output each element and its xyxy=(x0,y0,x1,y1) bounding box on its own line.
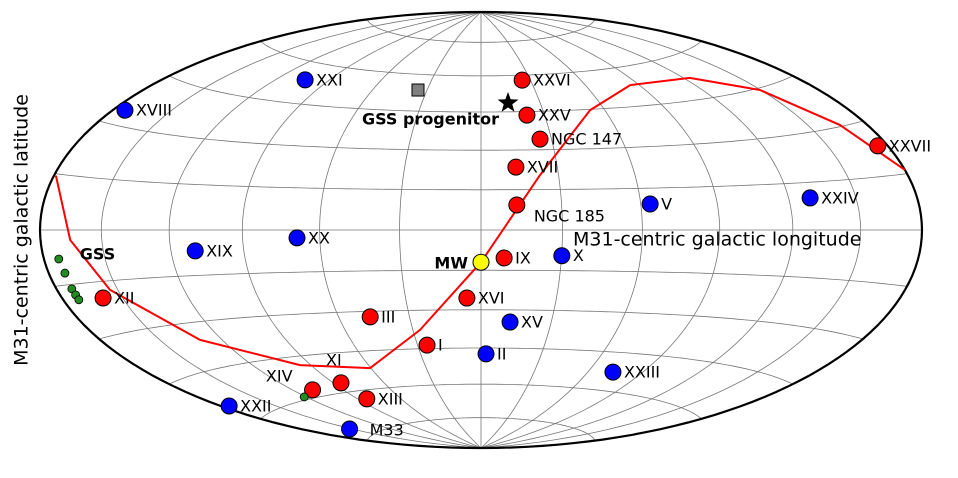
parallel xyxy=(260,383,702,420)
point xyxy=(296,71,314,89)
point-label: M33 xyxy=(370,421,404,440)
point xyxy=(304,381,322,399)
point xyxy=(220,397,238,415)
point xyxy=(418,336,436,354)
point xyxy=(513,71,531,89)
point-label: XXVI xyxy=(533,71,571,90)
sky-outline xyxy=(38,10,924,450)
point xyxy=(186,242,204,260)
point-label: XIV xyxy=(266,366,293,385)
point xyxy=(74,295,84,305)
point xyxy=(495,249,513,267)
point-label: XXII xyxy=(240,396,271,415)
group-label: GSS progenitor xyxy=(362,109,499,128)
point xyxy=(60,268,70,278)
parallel xyxy=(366,19,596,43)
point xyxy=(361,308,379,326)
point-label: XII xyxy=(114,288,134,307)
point xyxy=(507,158,525,176)
point xyxy=(54,254,64,264)
point-label: NGC 147 xyxy=(551,130,622,149)
point xyxy=(477,345,495,363)
point-label: XIII xyxy=(378,389,403,408)
y-axis-label: M31-centric galactic latitude xyxy=(11,94,33,366)
point xyxy=(518,106,536,124)
point-label: V xyxy=(661,195,672,214)
point-label: III xyxy=(381,307,395,326)
point-label: I xyxy=(438,336,443,355)
parallel xyxy=(169,75,793,113)
parallel xyxy=(54,173,908,191)
point xyxy=(411,83,425,97)
point-label: II xyxy=(497,344,506,363)
point xyxy=(332,374,350,392)
point xyxy=(288,229,306,247)
point xyxy=(508,196,526,214)
point xyxy=(116,101,134,119)
group-label: MW xyxy=(434,254,468,273)
x-axis-label: M31-centric galactic longitude xyxy=(573,229,861,251)
point-label: XXI xyxy=(316,70,343,89)
point-label: X xyxy=(573,246,584,265)
point xyxy=(94,289,112,307)
point xyxy=(801,189,819,207)
point-label: XXIV xyxy=(821,188,859,207)
point-label: XVIII xyxy=(136,101,172,120)
point-label: XVII xyxy=(527,158,558,177)
point xyxy=(299,392,309,402)
point-label: XV xyxy=(521,313,543,332)
parallel xyxy=(98,120,864,151)
point-label: XVI xyxy=(478,289,505,308)
point xyxy=(497,92,519,112)
point xyxy=(501,313,519,331)
point xyxy=(869,137,887,155)
point-label: XXV xyxy=(538,106,571,125)
point-label: XX xyxy=(308,228,330,247)
point-label: IX xyxy=(515,248,531,267)
point-label: XI xyxy=(326,350,342,369)
parallel xyxy=(98,309,864,340)
point xyxy=(531,130,549,148)
parallel xyxy=(260,40,702,77)
point xyxy=(458,289,476,307)
point xyxy=(604,363,622,381)
group-label: GSS xyxy=(80,245,115,264)
point xyxy=(341,420,359,438)
point xyxy=(472,253,490,271)
point-label: XXVII xyxy=(889,136,931,155)
point-label: XXIII xyxy=(624,363,660,382)
point-label: XIX xyxy=(206,241,233,260)
point xyxy=(358,390,376,408)
point xyxy=(641,195,659,213)
point-label: NGC 185 xyxy=(534,206,605,225)
parallel xyxy=(366,417,596,441)
point xyxy=(553,247,571,265)
